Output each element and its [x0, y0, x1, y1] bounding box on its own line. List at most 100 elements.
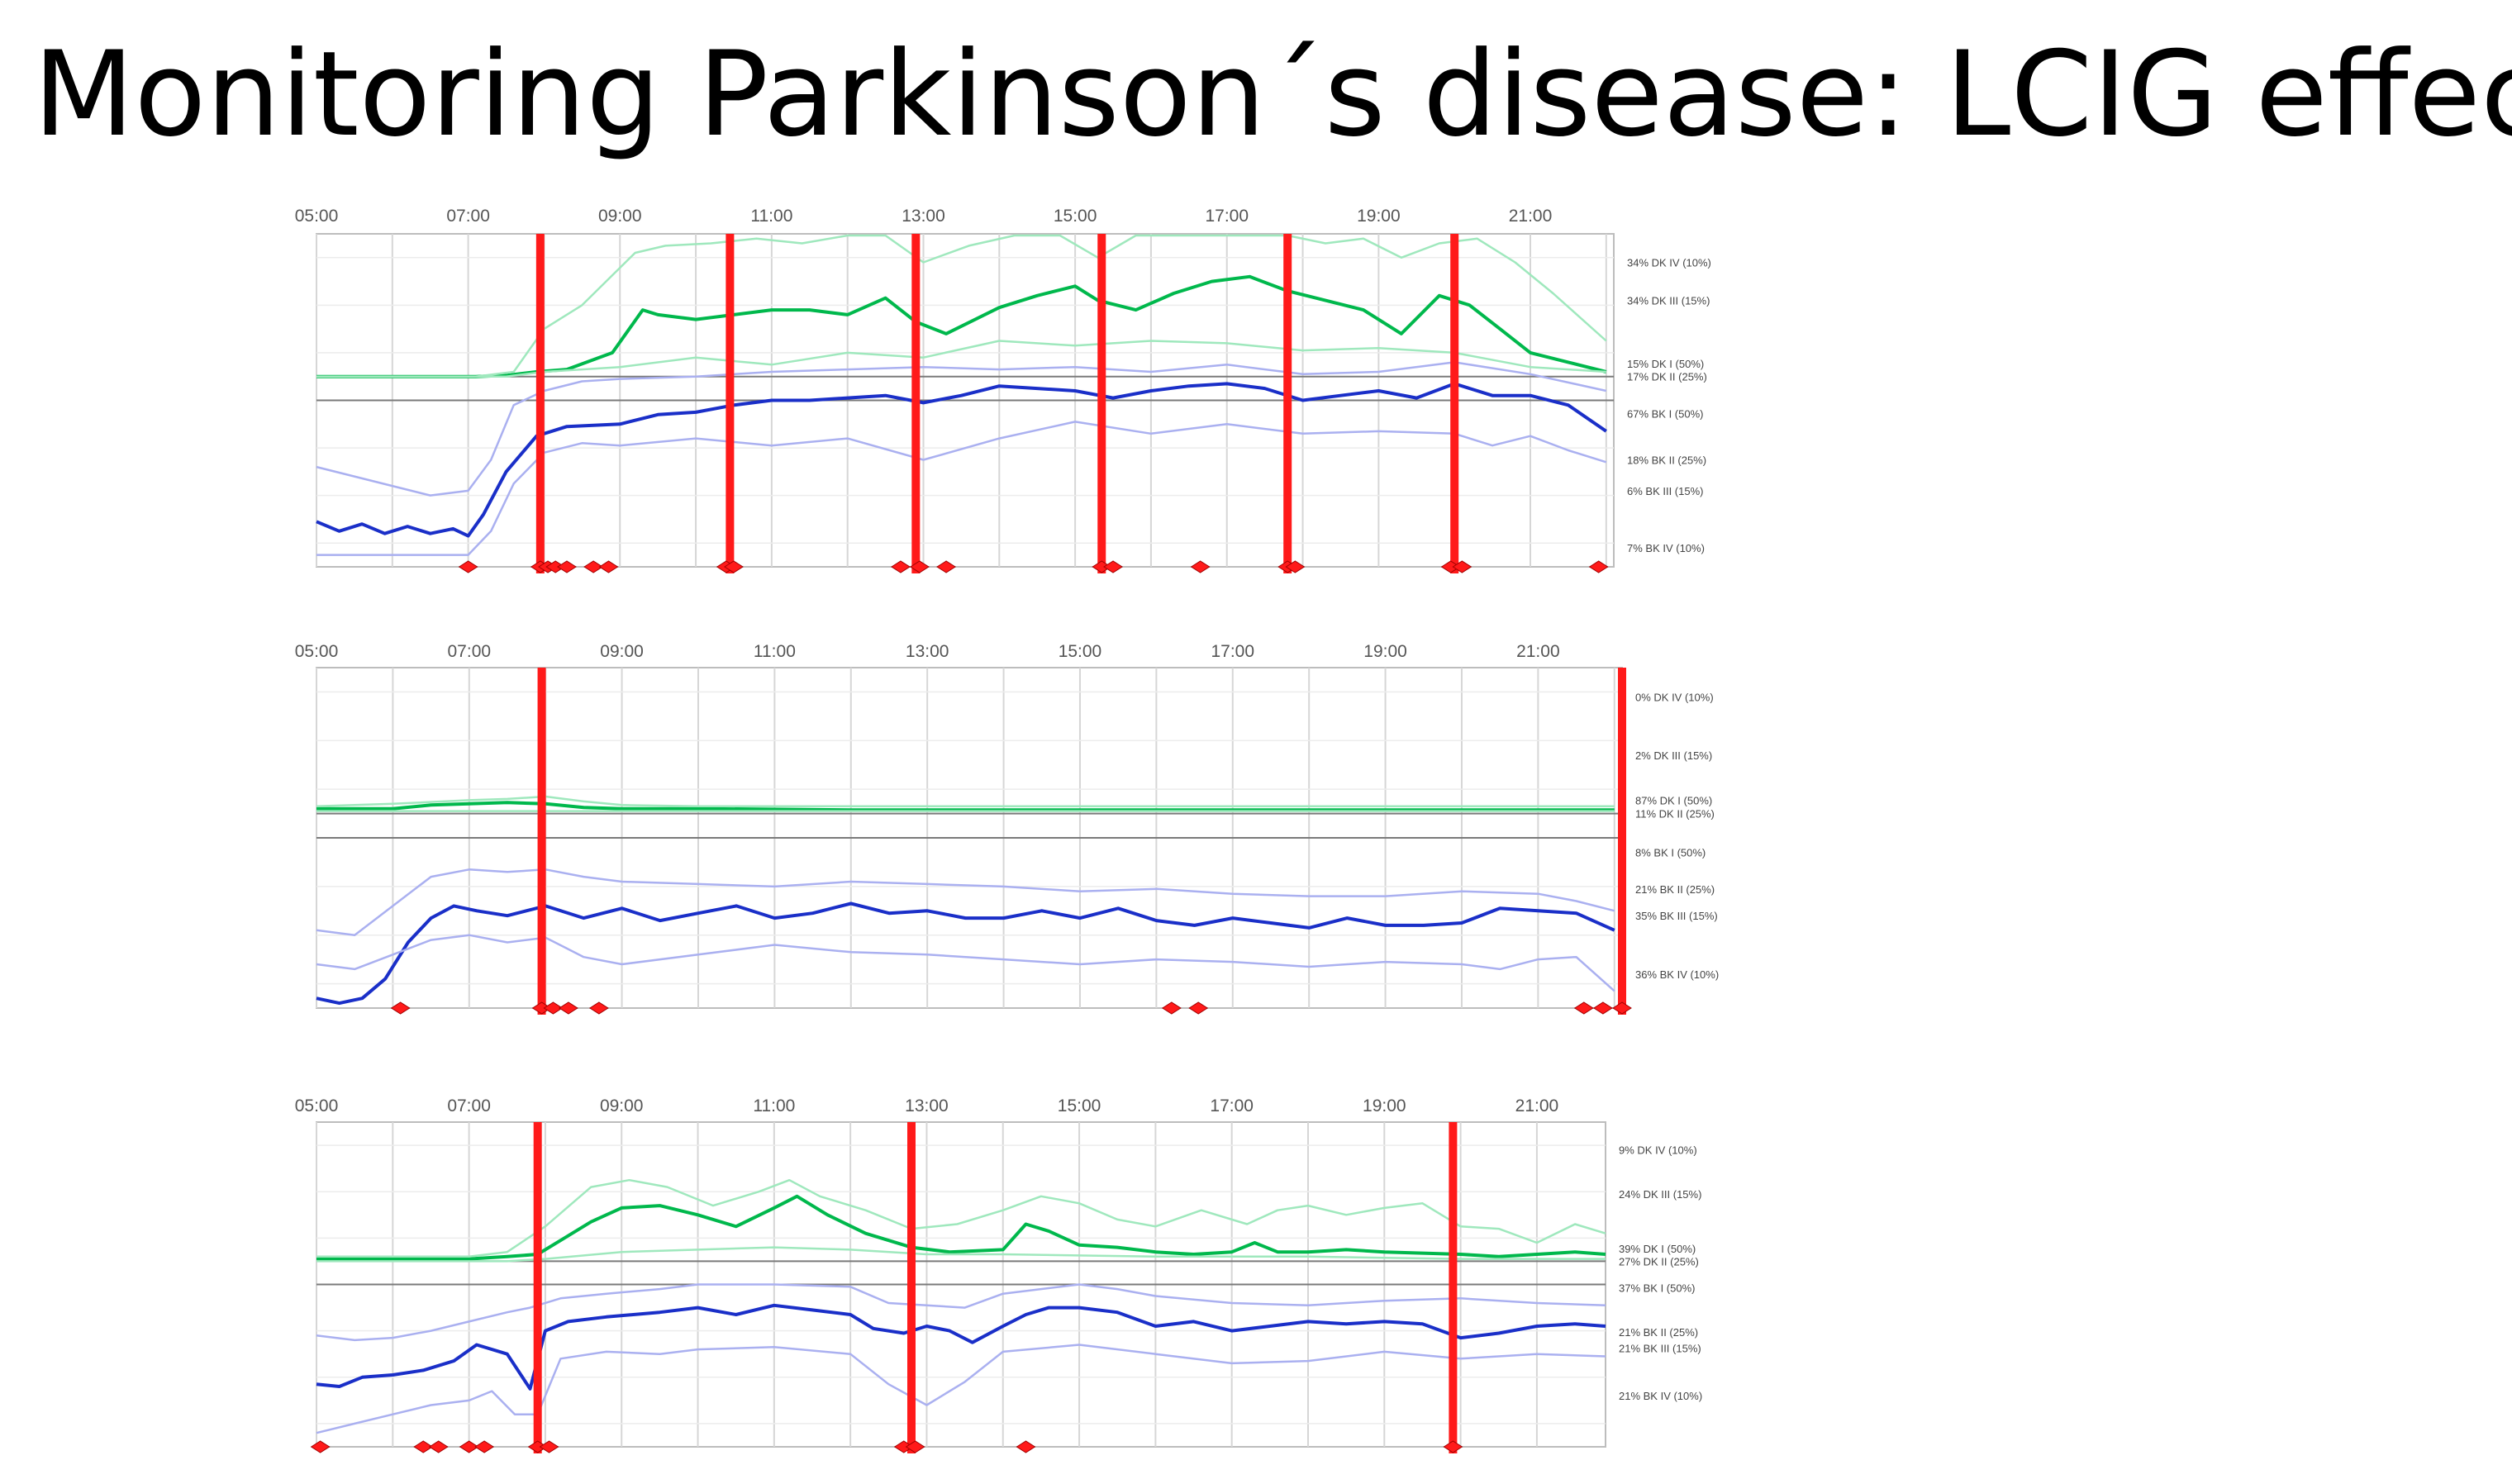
x-tick-label: 17:00: [1210, 1096, 1254, 1115]
event-marker: [458, 560, 478, 573]
x-tick-label: 13:00: [906, 642, 949, 661]
x-tick-label: 11:00: [750, 207, 792, 226]
event-marker: [1452, 560, 1472, 573]
dyskinesia-band-line: [316, 234, 1607, 378]
level-label: 21% BK III (15%): [1619, 1343, 1701, 1355]
level-label: 34% DK IV (10%): [1627, 257, 1711, 269]
bradykinesia-band-line: [316, 868, 1615, 936]
event-marker: [1588, 560, 1609, 573]
level-label: 11% DK II (25%): [1635, 808, 1715, 820]
x-tick-label: 05:00: [295, 207, 339, 226]
level-label: 21% BK IV (10%): [1619, 1390, 1702, 1402]
dose-marker: [911, 234, 921, 573]
bradykinesia-band-line: [316, 1344, 1606, 1434]
event-marker: [724, 560, 744, 573]
x-tick-label: 05:00: [295, 642, 339, 661]
dose-marker: [533, 1122, 542, 1453]
level-label: 9% DK IV (10%): [1619, 1144, 1697, 1157]
event-marker: [905, 1440, 925, 1453]
chart-panel-2: 05:00 07:00 09:00 11:00 13:00 15:00 17:00 19:00…: [295, 642, 1719, 1015]
x-tick-label: 09:00: [600, 1096, 644, 1115]
dose-marker: [535, 234, 545, 573]
level-label: 21% BK II (25%): [1635, 883, 1715, 896]
event-marker: [588, 1001, 609, 1015]
chart-panel-3: 05:00 07:00 09:00 11:00 13:00 15:00 17:00 19:00…: [295, 1096, 1702, 1453]
level-label: 0% DK IV (10%): [1635, 691, 1714, 703]
event-marker: [1161, 1001, 1182, 1015]
event-marker: [598, 560, 619, 573]
event-marker: [891, 560, 911, 573]
event-marker: [1573, 1001, 1594, 1015]
dyskinesia-band-line: [316, 1178, 1606, 1258]
level-label: 36% BK IV (10%): [1635, 968, 1719, 981]
event-marker: [1103, 560, 1123, 573]
level-label: 67% BK I (50%): [1627, 407, 1704, 420]
chart-panel-1: 05:00 07:00 09:00 11:00 13:00 15:00 17:00 19:00…: [295, 207, 1711, 573]
level-label: 17% DK II (25%): [1627, 371, 1707, 383]
level-label: 15% DK I (50%): [1627, 358, 1704, 370]
level-label: 87% DK I (50%): [1635, 794, 1712, 806]
dose-marker: [537, 668, 546, 1015]
bradykinesia-line: [316, 901, 1615, 1006]
dyskinesia-band-line: [316, 1246, 1606, 1263]
x-tick-label: 07:00: [447, 1096, 491, 1115]
dose-marker: [1449, 1122, 1458, 1453]
event-marker: [557, 560, 577, 573]
event-marker: [428, 1440, 449, 1453]
x-tick-label: 05:00: [295, 1096, 339, 1115]
bradykinesia-band-line: [316, 421, 1607, 556]
level-label: 37% BK I (50%): [1619, 1282, 1696, 1295]
bradykinesia-line: [316, 382, 1607, 538]
level-label: 6% BK III (15%): [1627, 485, 1703, 497]
x-tick-label: 09:00: [598, 207, 642, 226]
x-tick-label: 15:00: [1054, 207, 1097, 226]
x-tick-label: 21:00: [1516, 642, 1560, 661]
dose-marker: [1450, 234, 1459, 573]
event-marker: [1443, 1440, 1463, 1453]
level-label: 39% DK I (50%): [1619, 1243, 1696, 1255]
level-label: 21% BK II (25%): [1619, 1326, 1698, 1339]
bradykinesia-band-line: [316, 361, 1607, 497]
level-label: 24% DK III (15%): [1619, 1188, 1701, 1201]
dose-marker: [726, 234, 735, 573]
dyskinesia-line: [316, 801, 1615, 812]
x-tick-label: 17:00: [1205, 207, 1249, 226]
x-tick-label: 19:00: [1357, 207, 1401, 226]
bradykinesia-line: [316, 1303, 1606, 1391]
level-label: 27% DK II (25%): [1619, 1255, 1699, 1268]
dose-marker: [1283, 234, 1292, 573]
dose-marker: [1097, 234, 1106, 573]
dose-marker: [907, 1122, 916, 1453]
event-marker: [1190, 560, 1211, 573]
bradykinesia-band-line: [316, 934, 1615, 992]
event-marker: [474, 1440, 495, 1453]
x-tick-label: 15:00: [1058, 1096, 1101, 1115]
x-tick-label: 13:00: [902, 207, 945, 226]
dyskinesia-line: [316, 1194, 1606, 1261]
x-tick-label: 19:00: [1363, 1096, 1406, 1115]
event-marker: [1188, 1001, 1209, 1015]
x-tick-label: 13:00: [905, 1096, 949, 1115]
x-tick-label: 21:00: [1509, 207, 1553, 226]
event-marker: [310, 1440, 331, 1453]
level-label: 8% BK I (50%): [1635, 847, 1706, 859]
level-label: 2% DK III (15%): [1635, 749, 1712, 762]
event-marker: [1612, 1001, 1632, 1015]
x-tick-label: 11:00: [753, 1096, 795, 1115]
event-marker: [558, 1001, 578, 1015]
dose-marker: [1618, 668, 1626, 1015]
x-tick-label: 11:00: [754, 642, 796, 661]
x-tick-label: 21:00: [1515, 1096, 1559, 1115]
x-tick-label: 19:00: [1363, 642, 1407, 661]
x-tick-label: 15:00: [1059, 642, 1102, 661]
level-label: 18% BK II (25%): [1627, 454, 1706, 466]
event-marker: [539, 1440, 559, 1453]
event-marker: [936, 560, 956, 573]
dyskinesia-line: [316, 274, 1607, 378]
x-tick-label: 07:00: [448, 642, 492, 661]
event-marker: [390, 1001, 411, 1015]
x-tick-label: 09:00: [600, 642, 644, 661]
dyskinesia-band-line: [316, 340, 1606, 378]
x-tick-label: 07:00: [446, 207, 490, 226]
